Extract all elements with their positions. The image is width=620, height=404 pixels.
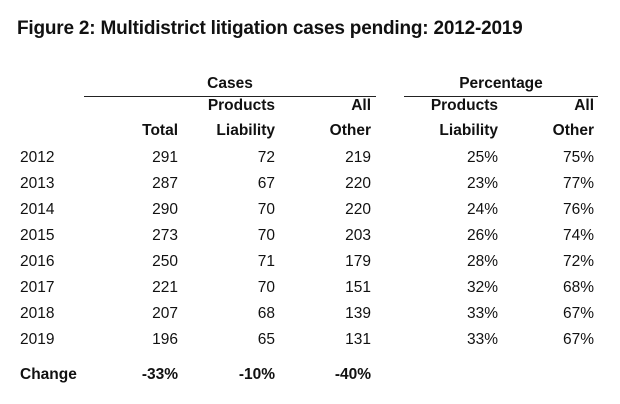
table-cell: 151 <box>345 279 371 296</box>
table-cell: 28% <box>466 253 498 270</box>
table-cell: 25% <box>466 149 498 166</box>
table-cell: 250 <box>152 253 178 270</box>
table-cell: 179 <box>345 253 371 270</box>
table-cell: 70 <box>257 279 275 296</box>
table-cell: 65 <box>257 331 275 348</box>
table-cell: 67% <box>562 305 594 322</box>
table-cell: 291 <box>152 149 178 166</box>
table-cell: 70 <box>257 227 275 244</box>
row-year: 2018 <box>20 305 55 322</box>
table-cell: 74% <box>562 227 594 244</box>
table-cell: 72 <box>257 149 275 166</box>
table-cell: 23% <box>466 175 498 192</box>
table-cell: 139 <box>345 305 371 322</box>
column-header-line2: Liability <box>439 122 498 139</box>
group-header-percentage: Percentage <box>459 75 543 92</box>
table-cell: 68% <box>562 279 594 296</box>
row-year: 2015 <box>20 227 55 244</box>
table-cell: 33% <box>466 305 498 322</box>
table-cell: 32% <box>466 279 498 296</box>
table-cell: 273 <box>152 227 178 244</box>
row-year: 2012 <box>20 149 55 166</box>
table-cell: 203 <box>345 227 371 244</box>
row-year: 2019 <box>20 331 55 348</box>
column-header-line1: All <box>574 97 594 114</box>
column-header-line2: Total <box>142 122 178 139</box>
table-cell: 68 <box>257 305 275 322</box>
table-cell: 71 <box>257 253 275 270</box>
table-cell: 72% <box>562 253 594 270</box>
table-cell: 76% <box>562 201 594 218</box>
table-cell: 207 <box>152 305 178 322</box>
column-header-line1 <box>78 96 178 116</box>
table-cell: 196 <box>152 331 178 348</box>
table-cell: 220 <box>345 175 371 192</box>
row-year: 2013 <box>20 175 55 192</box>
cases-underline <box>84 96 376 97</box>
column-header-line1: Products <box>430 97 498 114</box>
table-cell: 77% <box>562 175 594 192</box>
row-year: 2016 <box>20 253 55 270</box>
table-cell: 287 <box>152 175 178 192</box>
column-header-line2: Other <box>552 122 594 139</box>
column-header-line1: Products <box>207 97 275 114</box>
table-cell: 26% <box>466 227 498 244</box>
change-value: -33% <box>141 366 178 383</box>
column-header-line1: All <box>351 97 371 114</box>
table-cell: 24% <box>466 201 498 218</box>
table-cell: 67% <box>562 331 594 348</box>
change-label: Change <box>20 366 77 383</box>
column-header-line2: Liability <box>216 122 275 139</box>
column-header-line2: Other <box>329 122 371 139</box>
row-year: 2014 <box>20 201 55 218</box>
percentage-underline <box>404 96 598 97</box>
table-cell: 75% <box>562 149 594 166</box>
group-header-cases: Cases <box>207 75 253 92</box>
table-cell: 290 <box>152 201 178 218</box>
figure-title: Figure 2: Multidistrict litigation cases… <box>17 18 523 39</box>
table-cell: 220 <box>345 201 371 218</box>
row-year: 2017 <box>20 279 55 296</box>
change-value: -40% <box>334 366 371 383</box>
table-cell: 70 <box>257 201 275 218</box>
table-cell: 131 <box>345 331 371 348</box>
change-value: -10% <box>238 366 275 383</box>
table-cell: 221 <box>152 279 178 296</box>
table-cell: 219 <box>345 149 371 166</box>
table-cell: 67 <box>257 175 275 192</box>
table-cell: 33% <box>466 331 498 348</box>
